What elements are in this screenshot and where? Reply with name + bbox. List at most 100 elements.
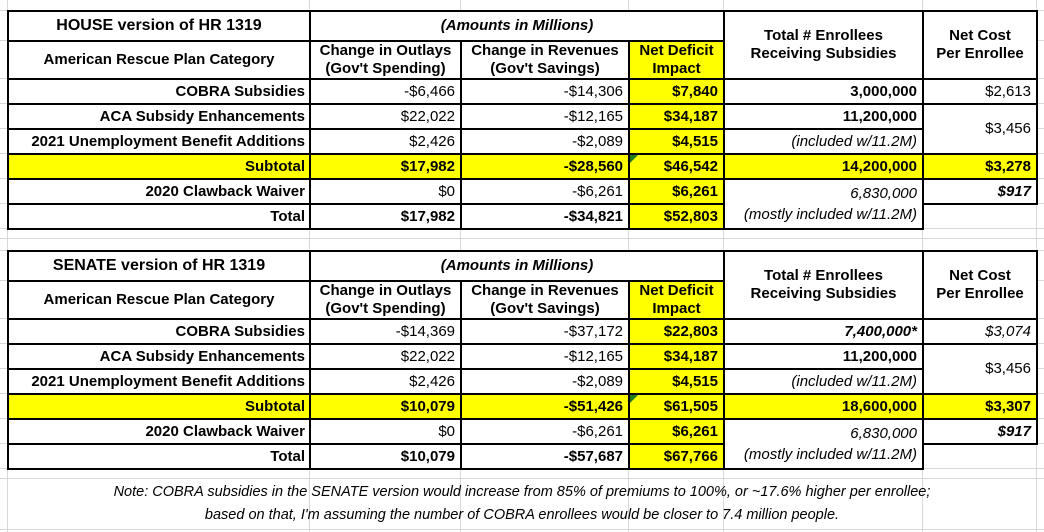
- house-amounts-label: (Amounts in Millions): [309, 10, 725, 42]
- senate-clawback-outlays: $0: [309, 418, 462, 445]
- house-aca-revenues: -$12,165: [460, 103, 630, 130]
- house-clawback-revenues: -$6,261: [460, 178, 630, 205]
- senate-amounts-label: (Amounts in Millions): [309, 250, 725, 282]
- senate-col-header-enrollees: Total # Enrollees Receiving Subsidies: [723, 250, 924, 320]
- senate-subtotal-outlays: $10,079: [309, 393, 462, 420]
- table-row: American Rescue Plan Category Change in …: [7, 280, 1037, 320]
- house-cobra-outlays: -$6,466: [309, 78, 462, 105]
- house-subtotal-revenues: -$28,560: [460, 153, 630, 180]
- senate-col-header-net-deficit: Net Deficit Impact: [628, 280, 725, 320]
- senate-total-revenues: -$57,687: [460, 443, 630, 470]
- house-aca-net-cost: $3,456: [922, 103, 1038, 155]
- house-col-header-outlays: Change in Outlays (Gov't Spending): [309, 40, 462, 80]
- house-clawback-label: 2020 Clawback Waiver: [7, 178, 311, 205]
- house-cobra-label: COBRA Subsidies: [7, 78, 311, 105]
- house-subtotal-net-deficit-value: $46,542: [663, 157, 718, 175]
- senate-aca-outlays: $22,022: [309, 343, 462, 370]
- table-row: COBRA Subsidies -$6,466 -$14,306 $7,840 …: [7, 78, 1038, 105]
- table-row: ACA Subsidy Enhancements $22,022 -$12,16…: [7, 343, 1038, 395]
- house-total-label: Total: [7, 203, 311, 230]
- house-subtotal-net-cost: $3,278: [922, 153, 1038, 180]
- house-aca-outlays: $22,022: [309, 103, 462, 130]
- table-row: 2021 Unemployment Benefit Additions $2,4…: [7, 368, 1037, 395]
- senate-cobra-enrollees: 7,400,000*: [723, 318, 924, 345]
- senate-clawback-net-cost: $917: [922, 418, 1038, 445]
- table-row: COBRA Subsidies -$14,369 -$37,172 $22,80…: [7, 318, 1038, 345]
- senate-table-grid: SENATE version of HR 1319 (Amounts in Mi…: [7, 250, 1038, 470]
- table-row: Total $17,982 -$34,821 $52,803: [7, 203, 1037, 230]
- table-row: American Rescue Plan Category Change in …: [7, 40, 1037, 80]
- senate-unemployment-enrollees: (included w/11.2M): [723, 368, 924, 395]
- house-clawback-enrollees: 6,830,000 (mostly included w/11.2M): [723, 178, 924, 230]
- senate-total-net-cost-empty: [922, 443, 1037, 469]
- table-row: 2020 Clawback Waiver $0 -$6,261 $6,261 6…: [7, 418, 1038, 470]
- table-row: ACA Subsidy Enhancements $22,022 -$12,16…: [7, 103, 1038, 155]
- senate-col-header-category: American Rescue Plan Category: [7, 280, 311, 320]
- footnote-line-1: Note: COBRA subsidies in the SENATE vers…: [113, 484, 931, 500]
- senate-unemployment-outlays: $2,426: [309, 368, 462, 395]
- house-total-revenues: -$34,821: [460, 203, 630, 230]
- senate-col-header-outlays: Change in Outlays (Gov't Spending): [309, 280, 462, 320]
- house-unemployment-label: 2021 Unemployment Benefit Additions: [7, 128, 311, 155]
- house-subtotal-net-deficit: $46,542: [628, 153, 725, 180]
- house-table: HOUSE version of HR 1319 (Amounts in Mil…: [7, 10, 1038, 230]
- senate-col-header-net-cost: Net Cost Per Enrollee: [922, 250, 1038, 320]
- house-clawback-net-deficit: $6,261: [628, 178, 725, 205]
- house-col-header-net-cost: Net Cost Per Enrollee: [922, 10, 1038, 80]
- senate-clawback-enrollees: 6,830,000 (mostly included w/11.2M): [723, 418, 924, 470]
- table-row: HOUSE version of HR 1319 (Amounts in Mil…: [7, 10, 1038, 80]
- house-cobra-enrollees: 3,000,000: [723, 78, 924, 105]
- senate-aca-net-cost: $3,456: [922, 343, 1038, 395]
- table-row: Subtotal $17,982 -$28,560 $46,542 14,200…: [7, 153, 1038, 180]
- house-total-outlays: $17,982: [309, 203, 462, 230]
- formula-warning-flag-icon: [631, 396, 638, 403]
- senate-cobra-outlays: -$14,369: [309, 318, 462, 345]
- senate-clawback-net-deficit: $6,261: [628, 418, 725, 445]
- senate-subtotal-net-deficit: $61,505: [628, 393, 725, 420]
- senate-subtotal-label: Subtotal: [7, 393, 311, 420]
- senate-cobra-net-deficit: $22,803: [628, 318, 725, 345]
- house-unemployment-net-deficit: $4,515: [628, 128, 725, 155]
- house-clawback-outlays: $0: [309, 178, 462, 205]
- senate-total-label: Total: [7, 443, 311, 470]
- house-aca-net-deficit: $34,187: [628, 103, 725, 130]
- senate-total-net-deficit: $67,766: [628, 443, 725, 470]
- house-unemployment-revenues: -$2,089: [460, 128, 630, 155]
- table-row: Subtotal $10,079 -$51,426 $61,505 18,600…: [7, 393, 1038, 420]
- house-table-grid: HOUSE version of HR 1319 (Amounts in Mil…: [7, 10, 1038, 230]
- house-col-header-enrollees: Total # Enrollees Receiving Subsidies: [723, 10, 924, 80]
- house-aca-enrollees: 11,200,000: [723, 103, 924, 130]
- house-title: HOUSE version of HR 1319: [7, 10, 311, 42]
- senate-cobra-revenues: -$37,172: [460, 318, 630, 345]
- table-row: 2020 Clawback Waiver $0 -$6,261 $6,261 6…: [7, 178, 1038, 230]
- senate-aca-label: ACA Subsidy Enhancements: [7, 343, 311, 370]
- footnote: Note: COBRA subsidies in the SENATE vers…: [0, 481, 1044, 527]
- senate-clawback-label: 2020 Clawback Waiver: [7, 418, 311, 445]
- house-subtotal-enrollees: 14,200,000: [723, 153, 924, 180]
- house-unemployment-enrollees: (included w/11.2M): [723, 128, 924, 155]
- senate-subtotal-net-cost: $3,307: [922, 393, 1038, 420]
- house-cobra-revenues: -$14,306: [460, 78, 630, 105]
- house-subtotal-outlays: $17,982: [309, 153, 462, 180]
- house-cobra-net-deficit: $7,840: [628, 78, 725, 105]
- house-clawback-net-cost: $917: [922, 178, 1038, 205]
- senate-unemployment-revenues: -$2,089: [460, 368, 630, 395]
- table-row: 2021 Unemployment Benefit Additions $2,4…: [7, 128, 1037, 155]
- senate-col-header-revenues: Change in Revenues (Gov't Savings): [460, 280, 630, 320]
- house-cobra-net-cost: $2,613: [922, 78, 1038, 105]
- senate-aca-enrollees: 11,200,000: [723, 343, 924, 370]
- senate-unemployment-net-deficit: $4,515: [628, 368, 725, 395]
- senate-aca-net-deficit: $34,187: [628, 343, 725, 370]
- gridline-h: [0, 529, 1044, 530]
- senate-cobra-label: COBRA Subsidies: [7, 318, 311, 345]
- senate-clawback-revenues: -$6,261: [460, 418, 630, 445]
- table-row: Total $10,079 -$57,687 $67,766: [7, 443, 1037, 470]
- gridline-h: [0, 478, 1044, 479]
- senate-subtotal-revenues: -$51,426: [460, 393, 630, 420]
- senate-cobra-net-cost: $3,074: [922, 318, 1038, 345]
- house-total-net-deficit: $52,803: [628, 203, 725, 230]
- senate-table: SENATE version of HR 1319 (Amounts in Mi…: [7, 250, 1038, 470]
- senate-subtotal-enrollees: 18,600,000: [723, 393, 924, 420]
- house-col-header-revenues: Change in Revenues (Gov't Savings): [460, 40, 630, 80]
